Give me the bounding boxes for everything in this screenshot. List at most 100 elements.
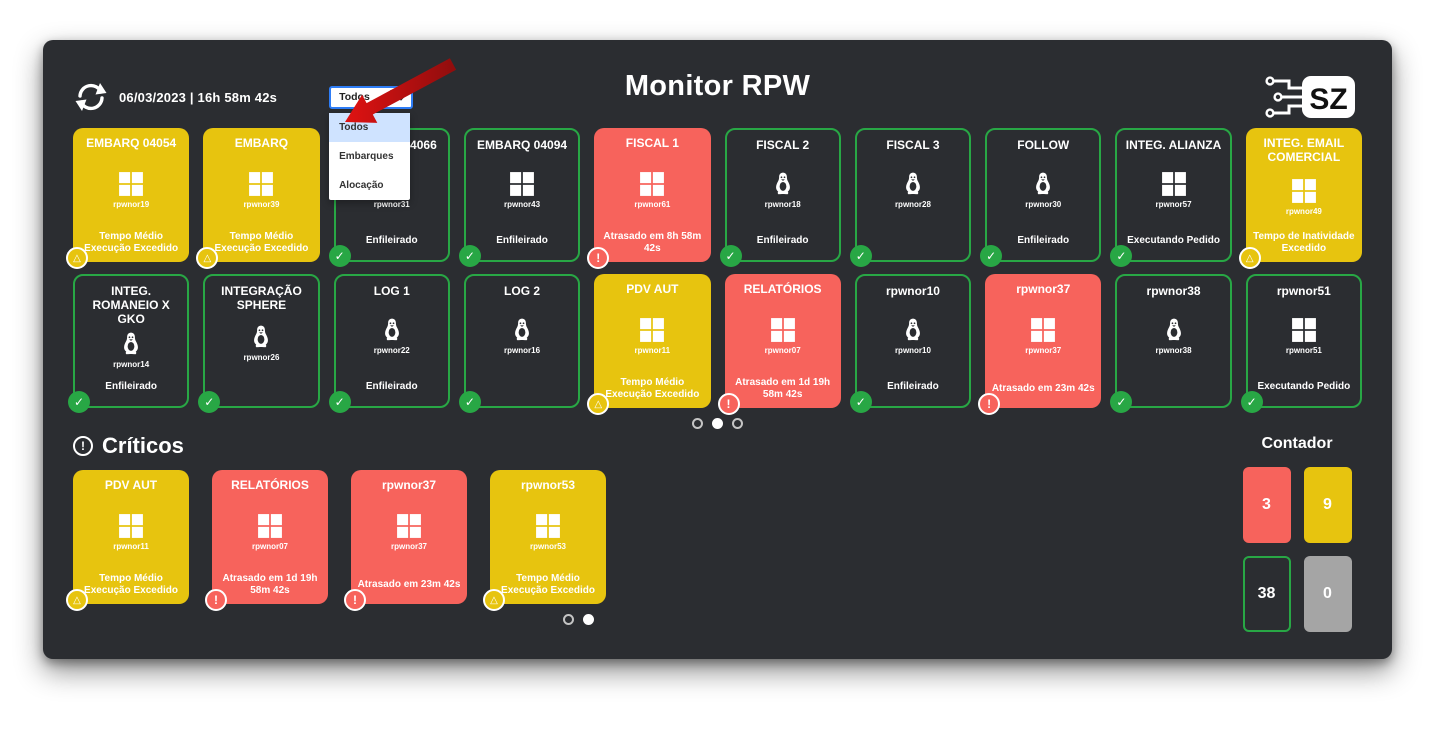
linux-icon [900, 317, 926, 343]
counter-warning: 9 [1303, 467, 1352, 543]
process-status [862, 228, 964, 253]
process-card[interactable]: INTEG. ROMANEIO X GKO rpwnor14 Enfileirado… [68, 274, 190, 413]
machine-name: rpwnor43 [504, 200, 541, 210]
machine-name: rpwnor30 [1025, 200, 1062, 210]
process-status: Enfileirado [105, 380, 157, 392]
machine-name: rpwnor53 [529, 542, 566, 552]
check-badge: ✓ [1110, 245, 1133, 267]
check-badge: ✓ [849, 391, 872, 413]
carousel-dot[interactable] [692, 418, 703, 429]
carousel-dot[interactable] [712, 418, 723, 429]
process-title: PDV AUT [104, 478, 158, 492]
machine-name: rpwnor51 [1285, 346, 1322, 356]
process-card[interactable]: rpwnor10 rpwnor10 Enfileirado ✓ [849, 274, 972, 413]
windows-icon [770, 317, 796, 343]
alert-circle-icon: ! [73, 436, 93, 456]
machine-name: rpwnor28 [894, 200, 931, 210]
criticos-title: Críticos [102, 433, 184, 458]
process-card-grid: EMBARQ 04054 rpwnor19 Tempo Médio Execução… [43, 128, 1392, 415]
process-card[interactable]: EMBARQ 04094 rpwnor43 Enfileirado ✓ [458, 128, 581, 267]
machine-name: rpwnor38 [1155, 346, 1192, 356]
process-status: Enfileirado [365, 234, 418, 246]
process-title: FISCAL 2 [756, 138, 810, 152]
machine-name: rpwnor11 [113, 542, 149, 552]
process-status: Executando Pedido [1127, 234, 1220, 246]
dropdown-option[interactable]: Alocação [339, 179, 384, 191]
contador-section: Contador 3 9 38 0 [1242, 435, 1352, 632]
windows-icon [118, 171, 144, 197]
sz-logo-text: SZ [1309, 83, 1347, 116]
process-card[interactable]: RELATÓRIOS rpwnor07 Atrasado em 1d 19h 58m… [717, 274, 841, 415]
process-status: Tempo de Inatividade Excedido [1253, 230, 1355, 254]
process-card[interactable]: INTEG. ALIANZA rpwnor57 Executando Pedido ✓ [1110, 128, 1232, 267]
process-card[interactable]: rpwnor37 rpwnor37 Atrasado em 23m 42s! [978, 274, 1102, 415]
carousel-dot[interactable] [583, 614, 594, 625]
windows-icon [509, 171, 535, 197]
process-status: Tempo Médio Execução Excedido [84, 230, 179, 254]
counter-grid: 3 9 38 0 [1242, 467, 1352, 632]
process-card[interactable]: EMBARQ rpwnor39 Tempo Médio Execução Exced… [196, 128, 320, 269]
linux-icon [770, 171, 796, 197]
process-status: Atrasado em 1d 19h 58m 42s [222, 572, 318, 596]
process-card[interactable]: PDV AUT rpwnor11 Tempo Médio Execução Exce… [66, 470, 189, 611]
linux-icon [509, 317, 535, 343]
windows-icon [639, 317, 665, 343]
process-title: INTEG. ALIANZA [1125, 138, 1222, 152]
process-title: EMBARQ [234, 136, 289, 150]
refresh-icon[interactable] [73, 79, 109, 115]
machine-name: rpwnor14 [113, 360, 150, 370]
process-card[interactable]: rpwnor53 rpwnor53 Tempo Médio Execução Exc… [483, 470, 606, 611]
process-card[interactable]: PDV AUT rpwnor11 Tempo Médio Execução Exce… [587, 274, 711, 415]
warning-badge: △ [196, 247, 219, 269]
process-card[interactable]: rpwnor37 rpwnor37 Atrasado em 23m 42s! [344, 470, 467, 611]
check-badge: ✓ [328, 391, 351, 413]
process-card[interactable]: FISCAL 1 rpwnor61 Atrasado em 8h 58m 42s! [587, 128, 711, 269]
process-card[interactable]: rpwnor51 rpwnor51 Executando Pedido ✓ [1240, 274, 1362, 413]
process-card[interactable]: INTEG. EMAIL COMERCIAL rpwnor49 Tempo de I… [1238, 128, 1362, 269]
process-card[interactable]: LOG 1 rpwnor22 Enfileirado ✓ [328, 274, 450, 413]
process-card[interactable]: EMBARQ 04054 rpwnor19 Tempo Médio Execução… [66, 128, 190, 269]
filter-select[interactable]: Todos [329, 85, 414, 109]
process-title: PDV AUT [626, 282, 679, 296]
dropdown-option[interactable]: Todos [329, 112, 411, 142]
counter-ok: 38 [1242, 556, 1291, 632]
process-card[interactable]: FISCAL 3 rpwnor28 ✓ [849, 128, 972, 267]
carousel-dot[interactable] [563, 614, 574, 625]
machine-name: rpwnor22 [373, 346, 410, 356]
process-card[interactable]: rpwnor38 rpwnor38 ✓ [1110, 274, 1232, 413]
machine-name: rpwnor18 [764, 200, 801, 210]
windows-icon [396, 513, 422, 539]
process-card[interactable]: FISCAL 2 rpwnor18 Enfileirado ✓ [719, 128, 841, 267]
process-card[interactable]: INTEGRAÇÃO SPHERE rpwnor26 ✓ [198, 274, 320, 413]
process-title: FISCAL 3 [886, 138, 940, 152]
dashboard-panel: 06/03/2023 | 16h 58m 42s Todos Todos Emba… [43, 40, 1392, 659]
process-status: Atrasado em 23m 42s [357, 578, 461, 590]
machine-name: rpwnor19 [113, 200, 150, 210]
dropdown-option[interactable]: Embarques [339, 150, 394, 162]
process-card[interactable]: FOLLOW rpwnor30 Enfileirado ✓ [980, 128, 1102, 267]
process-status [1122, 374, 1224, 399]
process-title: rpwnor38 [1146, 284, 1201, 298]
check-badge: ✓ [1110, 391, 1133, 413]
process-status: Enfileirado [1017, 234, 1070, 246]
machine-name: rpwnor07 [764, 346, 801, 356]
counter-error: 3 [1242, 467, 1291, 543]
linux-icon [1030, 171, 1056, 197]
process-card[interactable]: RELATÓRIOS rpwnor07 Atrasado em 1d 19h 58m… [205, 470, 328, 611]
process-title: FOLLOW [1017, 138, 1070, 152]
process-title: rpwnor51 [1276, 284, 1331, 298]
carousel-dot[interactable] [732, 418, 743, 429]
process-status: Enfileirado [887, 380, 939, 392]
process-title: RELATÓRIOS [743, 282, 822, 296]
process-status: Atrasado em 8h 58m 42s [603, 230, 702, 254]
machine-name: rpwnor26 [243, 353, 280, 363]
check-badge: ✓ [1240, 391, 1263, 413]
windows-icon [1030, 317, 1056, 343]
last-refresh-datetime: 06/03/2023 | 16h 58m 42s [119, 89, 278, 105]
process-card[interactable]: LOG 2 rpwnor16 ✓ [458, 274, 581, 413]
check-badge: ✓ [68, 391, 90, 413]
process-status: Tempo Médio Execução Excedido [214, 230, 309, 254]
process-status [210, 374, 312, 399]
check-badge: ✓ [980, 245, 1003, 267]
error-badge: ! [717, 393, 740, 415]
